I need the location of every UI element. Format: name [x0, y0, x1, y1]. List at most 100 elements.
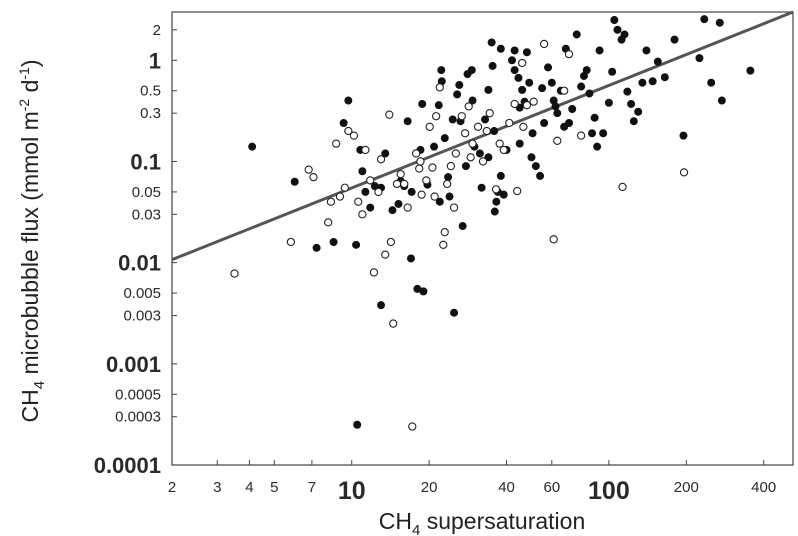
data-point-filled [381, 149, 390, 158]
data-point-filled [496, 44, 505, 53]
data-point-filled [510, 46, 519, 55]
data-point-open [230, 269, 239, 278]
data-point-open [349, 131, 359, 140]
data-point-open [286, 237, 296, 247]
x-tick-label: 3 [213, 479, 221, 496]
data-point-filled [653, 57, 662, 66]
data-point-open [560, 86, 569, 95]
data-point-open [564, 49, 574, 59]
data-point-filled [660, 73, 669, 82]
data-point-open [430, 192, 439, 201]
y-tick-label: 0.0001 [94, 453, 161, 478]
data-point-filled [593, 142, 602, 151]
data-point-open [679, 168, 689, 177]
x-axis-title-sub: 4 [412, 522, 420, 536]
data-point-open [518, 58, 527, 68]
y-tick-label: 0.0005 [115, 386, 161, 403]
data-point-filled [352, 240, 361, 249]
y-tick-label: 0.3 [140, 105, 161, 122]
data-point-filled [510, 66, 519, 75]
data-point-filled [455, 80, 464, 89]
data-point-filled [715, 18, 724, 27]
data-point-open [385, 110, 394, 119]
data-point-filled [440, 134, 449, 143]
data-point-open [460, 129, 470, 138]
data-point-filled [599, 129, 608, 138]
data-point-filled [484, 153, 493, 162]
data-point-open [449, 203, 459, 212]
data-point-filled [522, 48, 531, 57]
data-point-open [386, 237, 396, 247]
data-point-open [304, 165, 313, 174]
data-point-open [435, 83, 444, 92]
data-point-filled [604, 98, 613, 107]
data-point-filled [540, 118, 549, 127]
x-tick-label: 5 [270, 479, 278, 496]
x-tick-label: 7 [308, 479, 316, 496]
data-point-open [576, 131, 586, 140]
data-point-filled [468, 96, 477, 105]
data-point-filled [588, 129, 597, 138]
data-point-open [529, 97, 538, 106]
data-point-open [416, 157, 425, 166]
data-point-open [519, 122, 528, 131]
data-point-filled [572, 30, 581, 39]
data-point-filled [642, 46, 651, 55]
data-point-open [389, 319, 398, 328]
x-tick-label: 200 [674, 479, 699, 496]
data-point-filled [634, 107, 643, 116]
data-point-filled [627, 99, 636, 108]
data-point-filled [448, 115, 457, 124]
data-point-open [340, 183, 349, 192]
data-point-filled [458, 222, 467, 231]
x-tick-label: 2 [168, 479, 176, 496]
y-tick-label: 0.5 [140, 83, 161, 100]
data-point-open [468, 139, 477, 148]
data-point-filled [437, 66, 446, 75]
data-point-filled [620, 30, 629, 39]
data-point-open [374, 187, 383, 197]
x-tick-label: 10 [338, 477, 366, 505]
data-point-filled [695, 54, 704, 63]
data-point-open [457, 112, 466, 121]
data-point-open [381, 250, 390, 259]
data-point-open [411, 149, 421, 158]
data-point-filled [407, 187, 416, 196]
data-point-filled [477, 183, 486, 192]
data-point-filled [610, 16, 619, 25]
data-point-filled [344, 96, 353, 105]
y-tick-label: 2 [153, 22, 161, 39]
data-point-filled [329, 237, 338, 246]
y-tick-label: 0.1 [130, 149, 161, 174]
data-point-filled [608, 67, 617, 76]
data-point-open [332, 139, 341, 148]
data-point-filled [560, 122, 569, 131]
y-tick-label: 1 [149, 48, 161, 73]
data-point-open [443, 179, 452, 189]
y-axis-title: CH4 microbubble flux (mmol m-2 d-1) [16, 59, 48, 422]
data-point-open [505, 118, 514, 128]
data-point-filled [585, 89, 594, 98]
x-axis-title-pre: CH [379, 508, 412, 534]
data-point-filled [515, 139, 524, 148]
data-point-filled [547, 78, 556, 87]
x-tick-label: 20 [421, 479, 438, 496]
data-point-filled [484, 85, 493, 94]
data-point-filled [487, 38, 496, 47]
data-point-open [549, 235, 558, 244]
data-point-filled [553, 109, 562, 118]
data-point-open [422, 176, 431, 185]
data-point-filled [312, 243, 321, 252]
data-point-open [466, 153, 475, 162]
data-point-filled [361, 187, 370, 196]
data-point-filled [613, 25, 622, 34]
data-point-open [482, 126, 491, 136]
x-tick-label: 40 [498, 479, 515, 496]
data-point-filled [577, 82, 586, 91]
y-axis-title-mid2: d [17, 80, 43, 99]
data-point-filled [388, 206, 397, 215]
data-point-open [451, 149, 460, 158]
data-point-filled [290, 177, 299, 186]
data-point-filled [538, 84, 547, 93]
